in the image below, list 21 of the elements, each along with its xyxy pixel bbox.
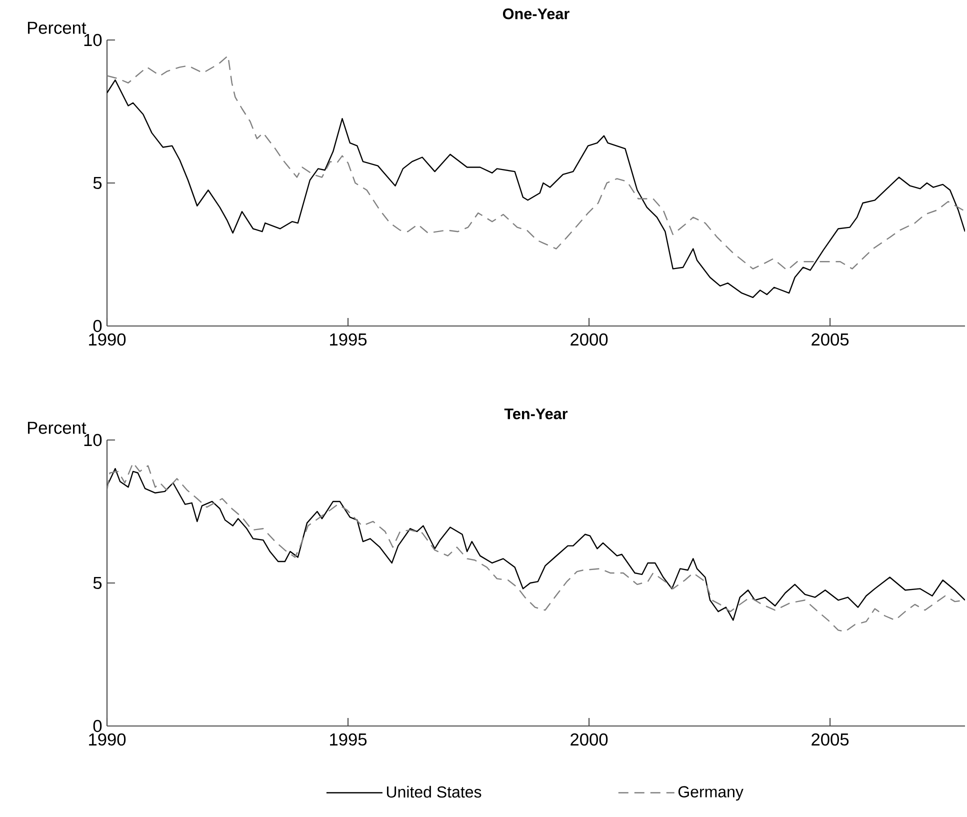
y-tick-label: 5 [93, 576, 102, 590]
y-axis-title: Percent [28, 22, 86, 34]
chart-title: One-Year [502, 8, 570, 20]
x-tick-label: 2005 [812, 733, 849, 746]
x-tick-label: 2000 [570, 733, 608, 746]
y-axis-title: Percent [28, 422, 86, 434]
line-series [107, 79, 966, 298]
y-tick-label: 0 [93, 720, 102, 732]
x-tick-label: 1995 [330, 733, 367, 746]
y-tick-label: 10 [84, 434, 102, 446]
x-tick-label: 1995 [330, 333, 367, 346]
y-tick-label: 5 [93, 176, 102, 190]
x-tick-label: 1990 [89, 733, 126, 746]
y-tick-label: 0 [93, 320, 102, 332]
chart-title: Ten-Year [504, 408, 568, 420]
x-tick-label: 1990 [89, 333, 126, 346]
x-tick-label: 2000 [570, 333, 608, 346]
legend-label: United States [386, 786, 482, 798]
y-tick-label: 10 [84, 34, 102, 46]
legend-label: Germany [678, 786, 744, 801]
x-tick-label: 2005 [812, 333, 849, 346]
